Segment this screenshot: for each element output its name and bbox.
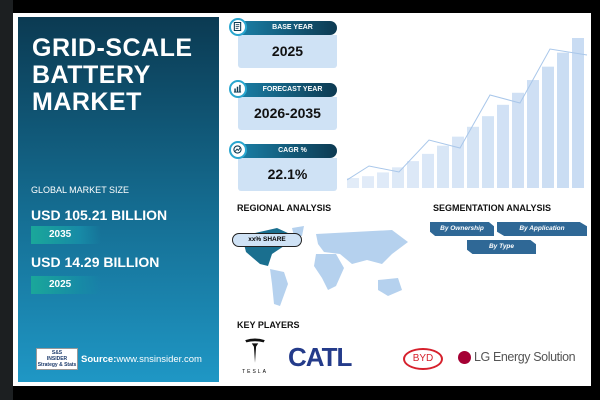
regional-title: REGIONAL ANALYSIS (237, 203, 332, 213)
source-text: Source:www.snsinsider.com (81, 354, 202, 365)
decorative-trend-line (347, 48, 588, 181)
title-line: MARKET (32, 88, 142, 116)
decorative-bar (377, 172, 389, 188)
sns-insider-logo: S&S INSIDER Strategy & Stats (36, 348, 78, 370)
decorative-bar (392, 167, 404, 188)
kpi-label-base-year: BASE YEAR (238, 21, 337, 35)
tesla-wordmark: TESLA (242, 369, 268, 375)
segmentation-title: SEGMENTATION ANALYSIS (433, 203, 552, 213)
market-size-label: GLOBAL MARKET SIZE (31, 185, 130, 195)
decorative-bar (497, 104, 509, 188)
growth-icon (229, 141, 247, 159)
kpi-label-cagr: CAGR % (238, 144, 337, 158)
key-players-title: KEY PLAYERS (237, 320, 300, 330)
lg-wordmark: LG Energy Solution (474, 350, 576, 364)
market-panel: GRID-SCALE BATTERY MARKET GLOBAL MARKET … (18, 17, 219, 382)
share-bubble: xx% SHARE (232, 233, 302, 247)
africa (314, 254, 344, 290)
decorative-bar (512, 92, 524, 188)
australia (378, 278, 402, 296)
left-strip (0, 0, 13, 400)
decorative-bar (407, 161, 419, 188)
market-value-2025: USD 14.29 BILLION (31, 254, 160, 270)
page-title: GRID-SCALE BATTERY MARKET (32, 35, 193, 116)
catl-logo: CATL (288, 342, 352, 372)
kpi-value-base-year: 2025 (238, 35, 337, 68)
kpi-label-forecast-year: FORECAST YEAR (238, 83, 337, 97)
year-badge-2025: 2025 (31, 276, 101, 294)
decorative-bar (452, 136, 464, 188)
segment-by-ownership[interactable]: By Ownership (430, 222, 494, 236)
decorative-bar (557, 52, 569, 188)
decorative-bar (362, 176, 374, 188)
decorative-growth-chart (347, 38, 588, 188)
decorative-bar (527, 80, 539, 188)
year-badge-2035: 2035 (31, 226, 101, 244)
segment-by-application[interactable]: By Application (497, 222, 587, 236)
decorative-bar (437, 145, 449, 188)
tesla-logo: TESLA (240, 338, 270, 376)
title-line: GRID-SCALE (32, 34, 193, 62)
decorative-bar (467, 126, 479, 188)
market-value-2035: USD 105.21 BILLION (31, 207, 168, 223)
decorative-bar (542, 66, 554, 188)
segment-by-type[interactable]: By Type (467, 240, 536, 254)
document-icon (229, 18, 247, 36)
bar-chart-icon (229, 80, 247, 98)
kpi-value-forecast-year: 2026-2035 (238, 97, 337, 130)
decorative-bar (482, 116, 494, 188)
tesla-emblem-icon (245, 338, 265, 363)
decorative-bar (347, 178, 359, 188)
byd-logo: BYD (403, 348, 443, 370)
kpi-value-cagr: 22.1% (238, 158, 337, 191)
eurasia (316, 230, 408, 264)
south-america (270, 269, 288, 306)
decorative-bar (572, 38, 584, 188)
lg-emblem-icon (458, 351, 471, 364)
source-label: Source: (81, 354, 117, 365)
source-url[interactable]: www.snsinsider.com (116, 354, 202, 365)
decorative-bar (422, 153, 434, 188)
lg-energy-solution-logo: LG Energy Solution (458, 350, 576, 365)
title-line: BATTERY (32, 61, 151, 89)
